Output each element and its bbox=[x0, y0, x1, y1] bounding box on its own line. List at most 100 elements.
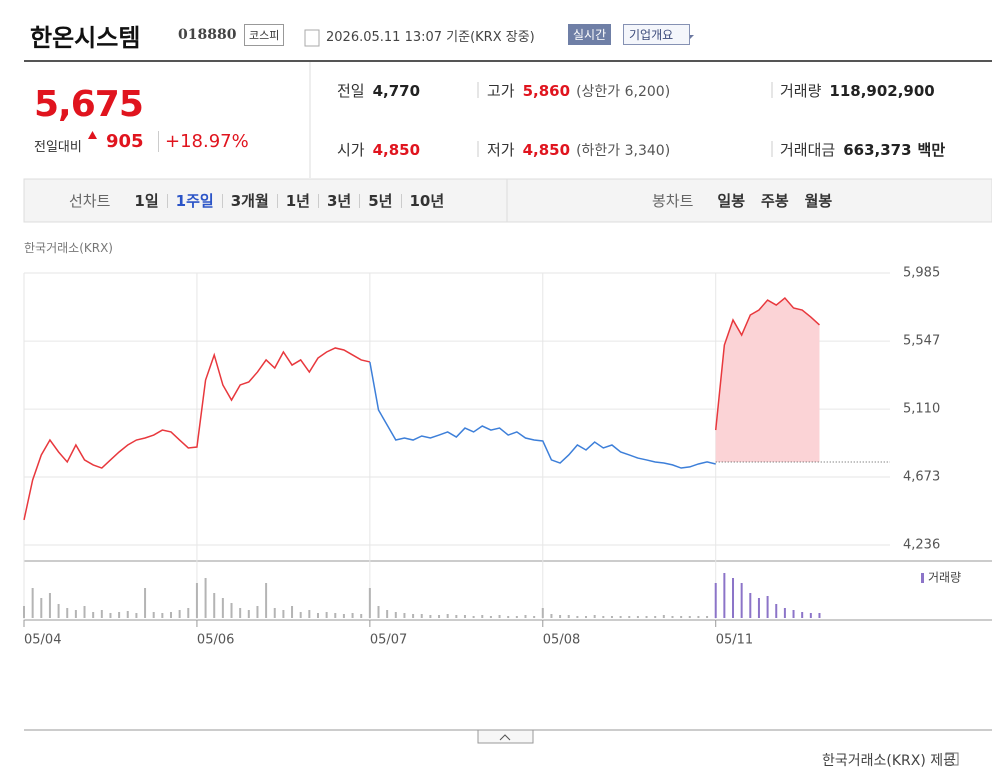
tab[interactable]: 1년 bbox=[276, 193, 318, 208]
tab-label: 봉차트 bbox=[652, 192, 694, 210]
volume-bar bbox=[507, 616, 510, 618]
volume-bar bbox=[498, 615, 501, 618]
field-value: 118,902,900 bbox=[829, 82, 935, 100]
tab-label: 선차트 bbox=[69, 192, 111, 210]
volume-bar bbox=[403, 613, 406, 618]
volume-bar bbox=[152, 612, 155, 618]
field-value: 4,850 bbox=[522, 141, 571, 159]
volume-bar bbox=[524, 615, 527, 618]
stock-name: 한온시스템 bbox=[30, 24, 141, 52]
field-label: 저가 bbox=[487, 141, 515, 159]
x-tick-label: 05/04 bbox=[24, 633, 61, 648]
y-tick-label: 5,110 bbox=[903, 402, 940, 417]
quote-field: 고가 5,860 (상한가 6,200) bbox=[487, 80, 670, 101]
help-icon[interactable] bbox=[945, 752, 959, 766]
tab[interactable]: 3년 bbox=[318, 193, 359, 208]
volume-bar bbox=[308, 610, 311, 618]
volume-bar bbox=[732, 578, 735, 618]
tab[interactable]: 1주일 bbox=[166, 193, 222, 208]
candle-tabs: 봉차트 일봉 주봉 월봉 bbox=[652, 190, 840, 211]
volume-bar bbox=[446, 614, 449, 618]
tab[interactable]: 1일 bbox=[134, 191, 159, 210]
volume-bar bbox=[559, 615, 562, 618]
volume-bar bbox=[541, 608, 544, 618]
volume-bar bbox=[593, 615, 596, 618]
volume-bar bbox=[412, 614, 415, 618]
market-badge: 코스피 bbox=[244, 24, 285, 46]
volume-bar bbox=[636, 616, 639, 618]
volume-bar bbox=[688, 616, 691, 618]
volume-bar bbox=[628, 616, 631, 618]
quote-field: 저가 4,850 (하한가 3,340) bbox=[487, 139, 670, 160]
volume-bar bbox=[420, 614, 423, 618]
volume-bar bbox=[706, 616, 709, 618]
volume-bar bbox=[792, 610, 795, 618]
volume-bar bbox=[671, 616, 674, 618]
tab[interactable]: 10년 bbox=[400, 193, 453, 208]
volume-bar bbox=[265, 583, 268, 618]
volume-bar bbox=[282, 610, 285, 618]
volume-bar bbox=[221, 598, 224, 618]
volume-bar bbox=[567, 615, 570, 618]
field-note: (상한가 6,200) bbox=[576, 84, 671, 100]
tab-bar bbox=[23, 178, 992, 223]
x-tick-label: 05/06 bbox=[197, 633, 234, 648]
volume-bar bbox=[40, 598, 43, 618]
field-value: 663,373 bbox=[843, 141, 912, 159]
volume-legend-swatch bbox=[921, 573, 924, 583]
volume-bar bbox=[118, 612, 121, 618]
field-label: 시가 bbox=[337, 141, 365, 159]
volume-bar bbox=[135, 613, 138, 618]
volume-bar bbox=[256, 606, 259, 618]
volume-bar bbox=[342, 614, 345, 618]
volume-bar bbox=[57, 604, 60, 618]
volume-bar bbox=[273, 608, 276, 618]
line-tabs: 선차트 1일 1주일 3개월 1년 3년 5년 10년 bbox=[69, 190, 452, 211]
tab[interactable]: 월봉 bbox=[804, 191, 833, 210]
volume-bar bbox=[438, 615, 441, 618]
quote-field: 거래대금 663,373 백만 bbox=[780, 139, 945, 160]
calendar-icon bbox=[304, 29, 320, 47]
field-value: 4,770 bbox=[372, 82, 421, 100]
tab[interactable]: 3개월 bbox=[221, 193, 277, 208]
field-unit: 백만 bbox=[917, 141, 946, 159]
volume-bar bbox=[662, 615, 665, 618]
volume-bar bbox=[31, 588, 34, 618]
tab[interactable]: 일봉 bbox=[717, 191, 746, 210]
volume-bar bbox=[169, 612, 172, 618]
volume-bar bbox=[109, 613, 112, 618]
change-label: 전일대비 bbox=[34, 140, 82, 155]
price-line bbox=[369, 361, 716, 469]
x-tick-label: 05/07 bbox=[370, 633, 407, 648]
volume-bar bbox=[144, 588, 147, 618]
overview-button[interactable]: 기업개요 bbox=[623, 24, 691, 45]
volume-bar bbox=[602, 616, 605, 618]
volume-bar bbox=[654, 616, 657, 618]
volume-bar bbox=[394, 612, 397, 618]
realtime-button[interactable]: 실시간 bbox=[568, 24, 612, 45]
field-label: 전일 bbox=[337, 82, 365, 100]
collapse-button[interactable] bbox=[477, 729, 534, 744]
volume-bar bbox=[126, 611, 129, 618]
chevron bbox=[499, 734, 511, 741]
quote-field: 거래량 118,902,900 bbox=[780, 80, 935, 101]
tab[interactable]: 주봉 bbox=[761, 191, 789, 210]
volume-bar bbox=[783, 608, 786, 618]
volume-bar bbox=[23, 606, 25, 618]
volume-bar bbox=[66, 608, 69, 618]
volume-bar bbox=[680, 616, 683, 618]
volume-bar bbox=[92, 612, 95, 618]
volume-bar bbox=[213, 593, 216, 618]
volume-bar bbox=[325, 612, 328, 618]
tab[interactable]: 5년 bbox=[359, 193, 400, 208]
x-tick-label: 05/11 bbox=[716, 633, 753, 648]
volume-bar bbox=[204, 578, 207, 618]
volume-bar bbox=[195, 583, 198, 618]
volume-bar bbox=[757, 598, 760, 618]
quote-field: 시가 4,850 bbox=[337, 139, 420, 160]
field-label: 거래량 bbox=[780, 82, 822, 100]
price-line bbox=[23, 296, 820, 521]
volume-bar bbox=[429, 615, 432, 618]
volume-bar bbox=[818, 613, 821, 618]
